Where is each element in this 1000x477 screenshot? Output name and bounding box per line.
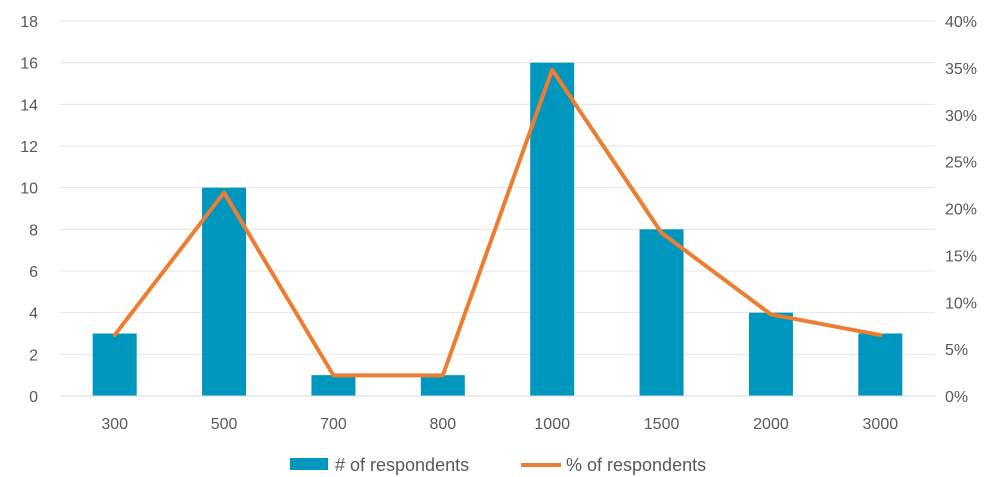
legend: # of respondents % of respondents — [290, 455, 706, 475]
gridlines — [60, 20, 935, 355]
y-left-tick-label: 18 — [20, 14, 38, 31]
bar — [311, 375, 356, 396]
bar — [92, 333, 137, 396]
legend-swatch-respondents-count — [290, 458, 328, 470]
y-left-tick-label: 16 — [20, 56, 38, 73]
bar — [858, 333, 903, 396]
legend-label-respondents-count: # of respondents — [335, 455, 469, 475]
y-right-tick-label: 15% — [945, 248, 977, 265]
x-tick-label: 500 — [211, 416, 238, 433]
y-left-tick-label: 12 — [20, 139, 38, 156]
line-series — [112, 67, 883, 378]
y-left-tick-label: 14 — [20, 97, 38, 114]
x-tick-label: 2000 — [753, 416, 789, 433]
x-tick-label: 3000 — [863, 416, 899, 433]
y-right-tick-label: 35% — [945, 61, 977, 78]
right-y-axis: 0% 5% 10% 15% 20% 25% 30% 35% 40% — [945, 14, 977, 406]
y-right-tick-label: 40% — [945, 14, 977, 31]
y-left-tick-label: 10 — [20, 181, 38, 198]
x-tick-label: 700 — [320, 416, 347, 433]
x-axis: 300 500 700 800 1000 1500 2000 3000 — [60, 395, 935, 433]
x-tick-label: 300 — [101, 416, 128, 433]
y-right-tick-label: 0% — [945, 389, 968, 406]
bar — [420, 375, 465, 396]
bar-series — [92, 62, 903, 397]
percent-line — [112, 67, 883, 378]
y-left-tick-label: 8 — [29, 222, 38, 239]
bar — [202, 187, 247, 396]
legend-label-respondents-percent: % of respondents — [566, 455, 706, 475]
y-right-tick-label: 30% — [945, 108, 977, 125]
y-left-tick-label: 6 — [29, 264, 38, 281]
x-tick-label: 800 — [429, 416, 456, 433]
y-right-tick-label: 25% — [945, 155, 977, 172]
y-right-tick-label: 10% — [945, 295, 977, 312]
bar — [639, 229, 684, 396]
y-left-tick-label: 2 — [29, 347, 38, 364]
bar — [530, 62, 575, 397]
bar — [748, 312, 793, 396]
y-right-tick-label: 5% — [945, 342, 968, 359]
y-left-tick-label: 4 — [29, 306, 38, 323]
left-y-axis: 0 2 4 6 8 10 12 14 16 18 — [20, 14, 38, 406]
y-left-tick-label: 0 — [29, 389, 38, 406]
x-tick-label: 1500 — [644, 416, 680, 433]
y-right-tick-label: 20% — [945, 202, 977, 219]
x-tick-label: 1000 — [534, 416, 570, 433]
